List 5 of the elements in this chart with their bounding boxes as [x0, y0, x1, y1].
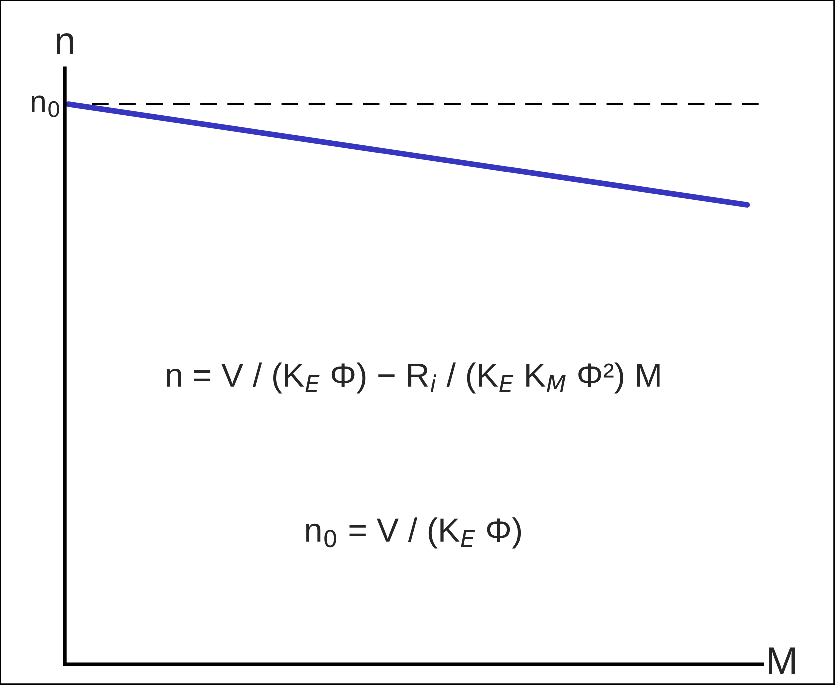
x-axis-title: M — [769, 648, 796, 675]
text: n = V / (K$_{E}$ Φ) − R$_{i}$ / (K$_{E}$ K$_{M}$ Φ²) M — [167, 362, 660, 394]
annotation: n$_{0}$ = V / (K$_{E}$ Φ) — [306, 518, 522, 549]
ref-line-label: n$_{0}$ — [32, 96, 60, 118]
y-axis-title: n — [56, 34, 74, 54]
